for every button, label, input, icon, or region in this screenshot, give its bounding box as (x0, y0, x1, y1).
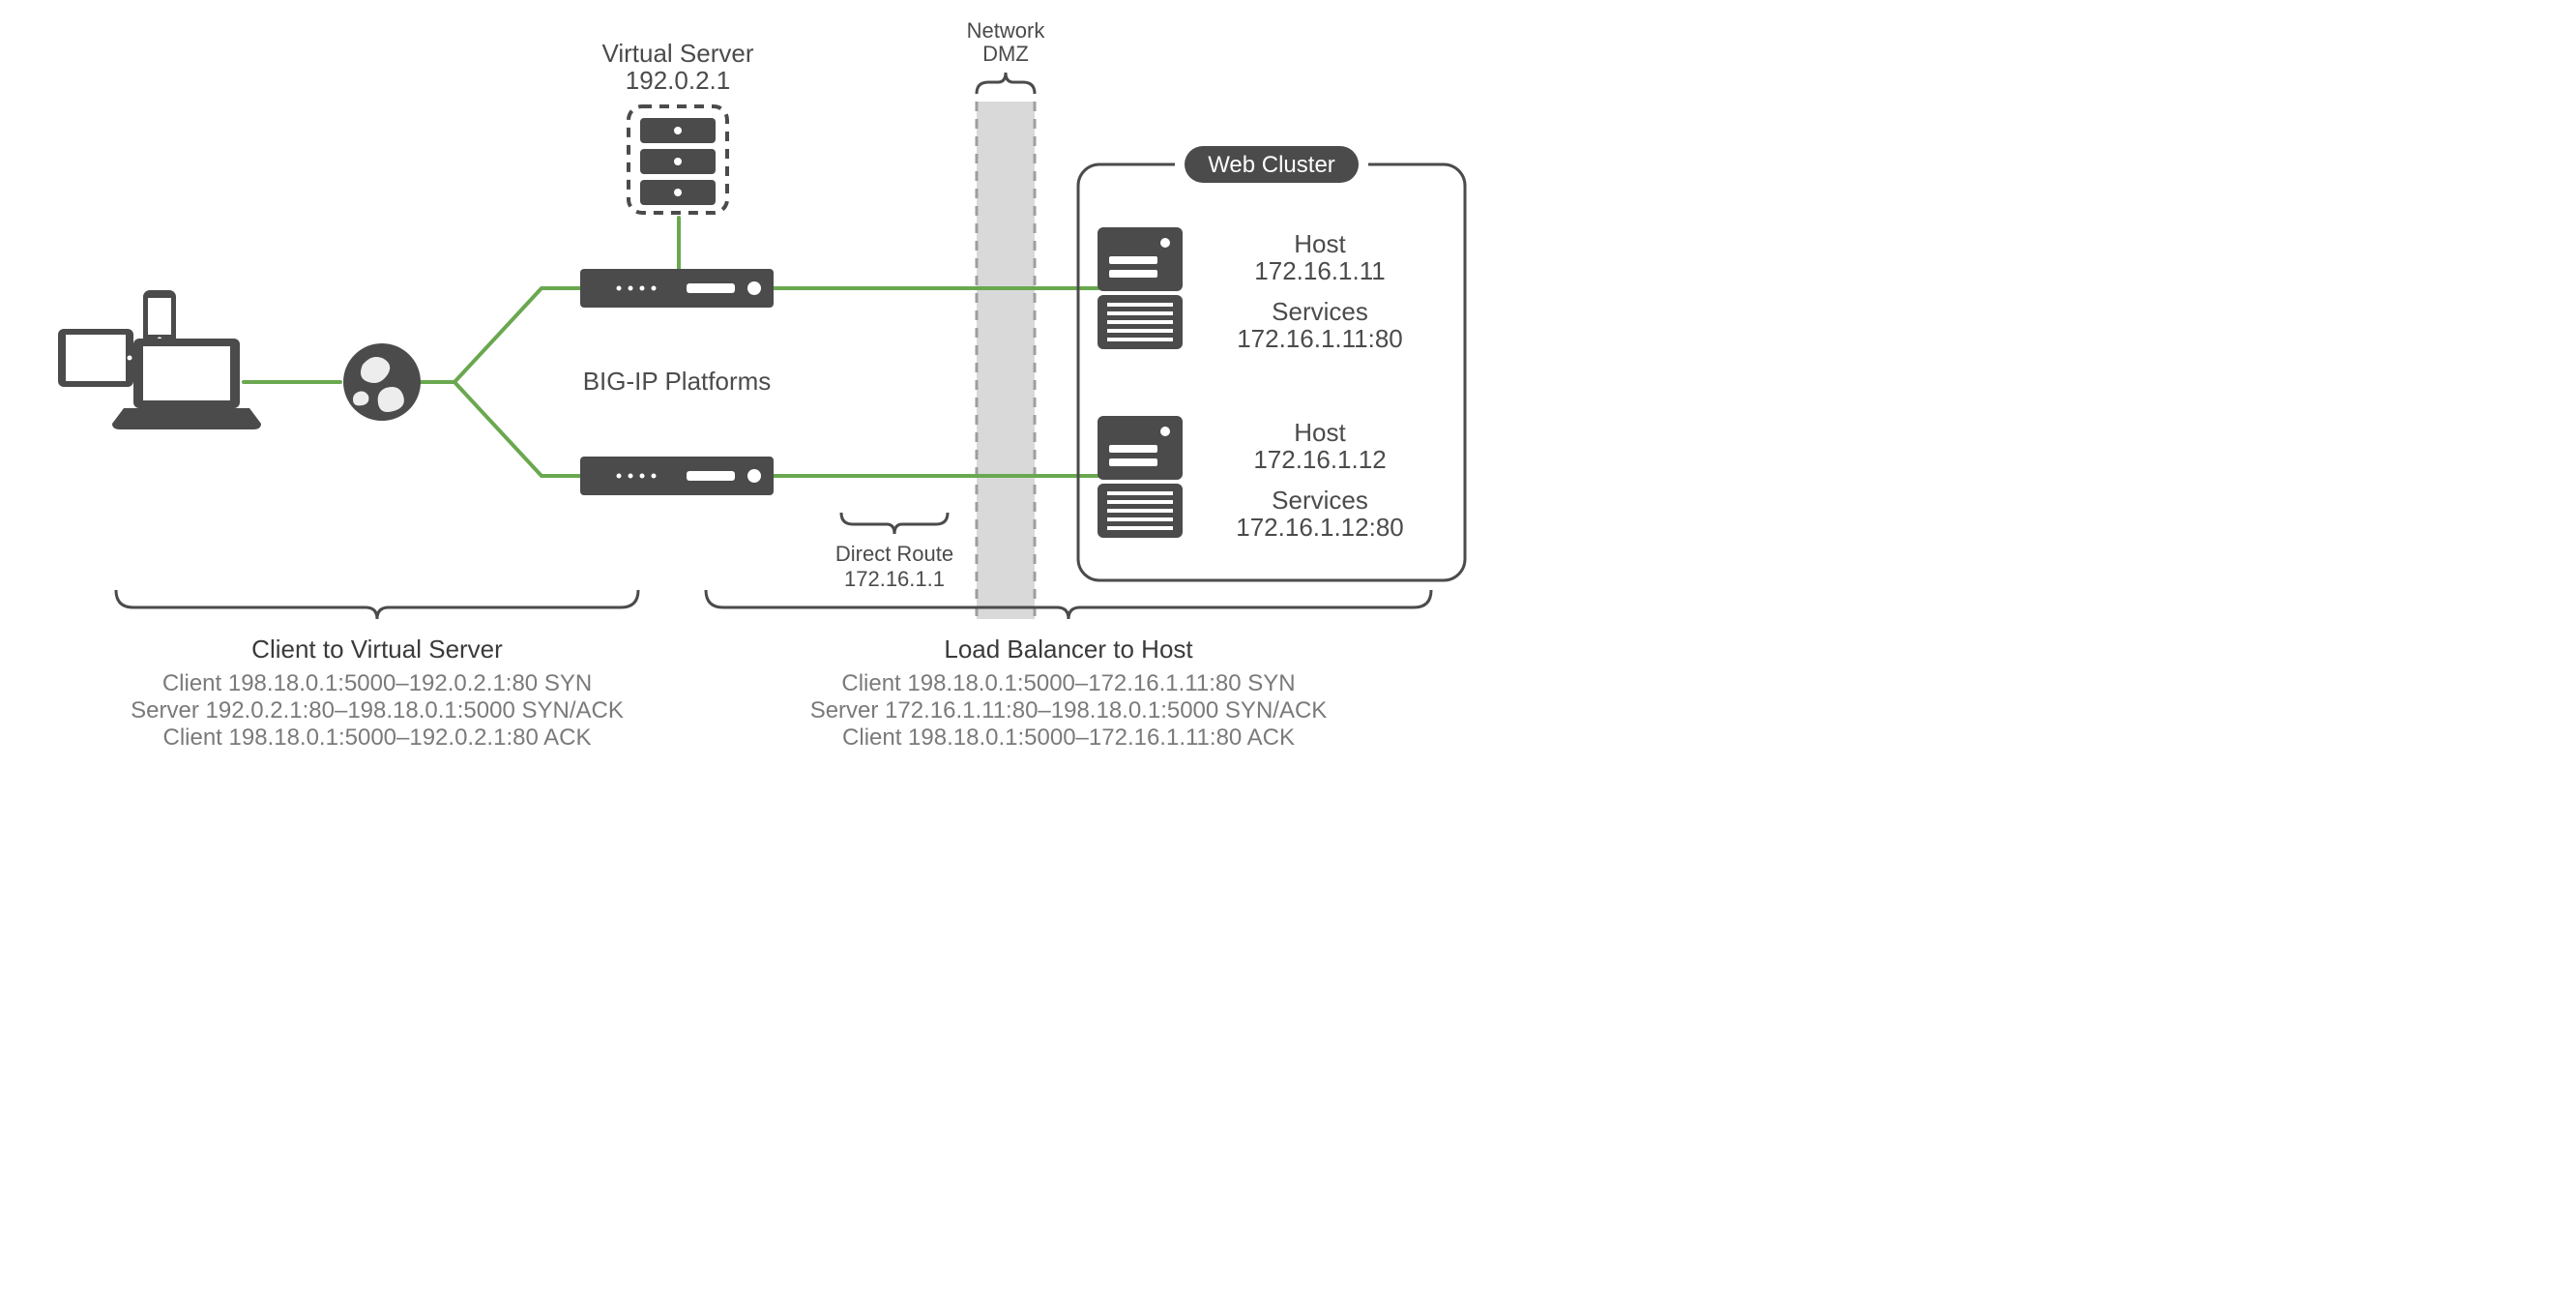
host-1-label: Host (1294, 229, 1346, 258)
handshake-left-line-0: Client 198.18.0.1:5000–192.0.2.1:80 SYN (162, 670, 592, 696)
edge-globe-bigip1 (416, 288, 585, 382)
dmz-band (977, 102, 1035, 619)
host-2-label: Host (1294, 418, 1346, 447)
server-icon-1 (1098, 227, 1183, 349)
bigip-appliance-1 (580, 269, 774, 308)
host-1-ip: 172.16.1.11 (1254, 256, 1385, 285)
network-diagram: NetworkDMZ BIG-IP Platforms Virtual Server… (0, 0, 1489, 774)
host-2-services: Services (1272, 486, 1368, 515)
server-icon-2 (1098, 416, 1183, 538)
bigip-appliance-2 (580, 457, 774, 495)
handshake-right-line-2: Client 198.18.0.1:5000–172.16.1.11:80 AC… (842, 724, 1295, 751)
host-2-svc-val: 172.16.1.12:80 (1236, 513, 1404, 542)
host-2-ip: 172.16.1.12 (1253, 445, 1386, 474)
host-1-svc-val: 172.16.1.11:80 (1237, 324, 1403, 353)
virtual-server-icon (629, 106, 727, 213)
handshake-left-line-1: Server 192.0.2.1:80–198.18.0.1:5000 SYN/… (131, 697, 624, 723)
handshake-right-title: Load Balancer to Host (944, 635, 1193, 664)
web-cluster-pill-label: Web Cluster (1208, 152, 1335, 178)
direct-route-ip: 172.16.1.1 (844, 567, 945, 591)
host-1-services: Services (1272, 297, 1368, 326)
direct-route-brace (841, 513, 948, 534)
client-devices-icon (58, 290, 261, 429)
handshake-left-line-2: Client 198.18.0.1:5000–192.0.2.1:80 ACK (162, 724, 591, 751)
direct-route-title: Direct Route (835, 542, 953, 566)
edge-globe-bigip2 (416, 382, 585, 476)
brace (706, 590, 1431, 619)
handshake-left-title: Client to Virtual Server (251, 635, 503, 664)
virtual-server-title: Virtual Server (601, 39, 753, 68)
platforms-label: BIG-IP Platforms (583, 367, 772, 396)
brace (116, 590, 638, 619)
web-cluster: Web ClusterHost172.16.1.11Services172.16… (1078, 146, 1465, 580)
dmz-label-2: DMZ (982, 42, 1029, 66)
globe-icon (343, 343, 421, 421)
handshake-right-line-0: Client 198.18.0.1:5000–172.16.1.11:80 SY… (841, 670, 1295, 696)
dmz-label-1: Network (967, 18, 1046, 43)
virtual-server-ip: 192.0.2.1 (626, 66, 730, 95)
handshake-right-line-1: Server 172.16.1.11:80–198.18.0.1:5000 SY… (810, 697, 1328, 723)
